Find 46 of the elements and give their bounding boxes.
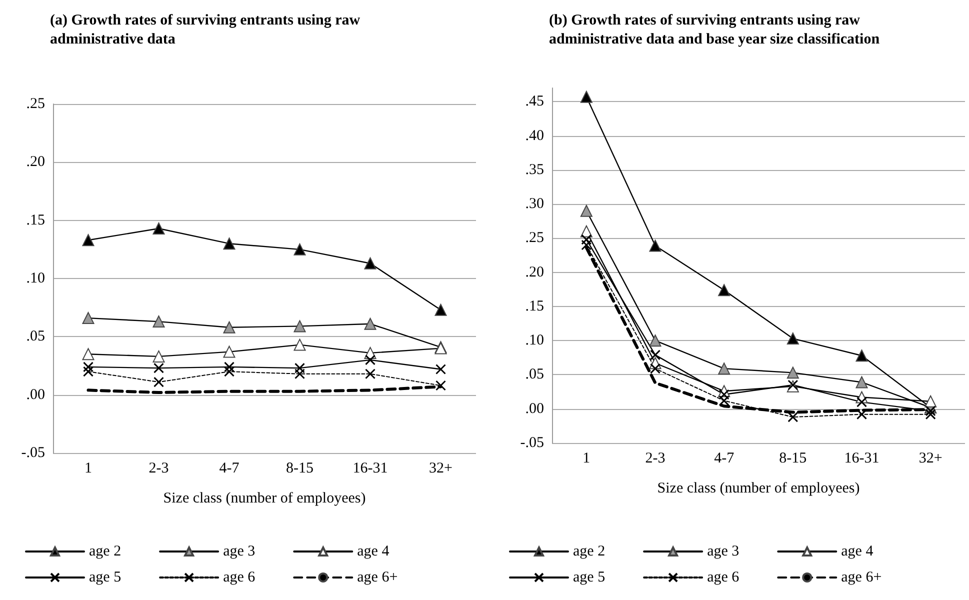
x-tick-label: 8-15 <box>286 460 314 476</box>
x-tick-label: 4-7 <box>714 450 735 466</box>
y-tick-label: .10 <box>26 270 45 286</box>
legend-label: age 6+ <box>841 570 882 586</box>
x-tick-label: 1 <box>582 450 590 466</box>
y-tick-label: .10 <box>525 332 544 349</box>
legend-label: age 5 <box>573 570 606 586</box>
y-tick-label: .00 <box>26 386 45 403</box>
y-tick-label: .05 <box>26 328 45 345</box>
y-tick-label: -.05 <box>21 445 45 461</box>
x-tick-label: 32+ <box>429 460 452 476</box>
legend-label: age 2 <box>89 544 122 560</box>
legend-label: age 6 <box>223 570 256 586</box>
legend-label: age 6+ <box>357 570 398 586</box>
y-tick-label: .40 <box>525 128 544 144</box>
y-tick-label: .20 <box>26 154 45 170</box>
legend-label: age 4 <box>841 544 874 560</box>
y-tick-label: .05 <box>525 366 544 383</box>
legend-label: age 5 <box>89 570 122 586</box>
legend-label: age 3 <box>223 544 256 560</box>
x-tick-label: 8-15 <box>779 450 807 466</box>
x-axis-title: Size class (number of employees) <box>657 480 860 496</box>
y-tick-label: .15 <box>525 298 544 314</box>
legend-label: age 3 <box>707 544 740 560</box>
y-tick-label: .25 <box>26 96 45 112</box>
x-tick-label: 2-3 <box>148 460 169 476</box>
x-tick-label: 2-3 <box>645 450 666 466</box>
y-tick-label: .25 <box>525 230 544 246</box>
x-tick-label: 4-7 <box>219 460 240 476</box>
y-tick-label: .45 <box>525 94 544 110</box>
y-tick-label: .00 <box>525 400 544 417</box>
legend-label: age 4 <box>357 544 390 560</box>
y-tick-label: .20 <box>525 264 544 280</box>
legend-label: age 6 <box>707 570 740 586</box>
y-tick-label: -.05 <box>520 435 544 451</box>
x-tick-label: 1 <box>84 460 92 476</box>
x-tick-label: 16-31 <box>352 460 388 476</box>
legend-label: age 2 <box>573 544 606 560</box>
chart-title: (a) Growth rates of surviving entrants using raw administrative data <box>50 12 364 48</box>
chart-title: (b) Growth rates of surviving entrants using raw administrative data and base year size classification <box>549 12 880 48</box>
x-tick-label: 16-31 <box>844 450 880 466</box>
y-tick-label: .35 <box>525 162 544 178</box>
y-tick-label: .30 <box>525 196 544 212</box>
x-tick-label: 32+ <box>918 450 942 466</box>
x-axis-title: Size class (number of employees) <box>163 490 366 506</box>
y-tick-label: .15 <box>26 212 45 228</box>
